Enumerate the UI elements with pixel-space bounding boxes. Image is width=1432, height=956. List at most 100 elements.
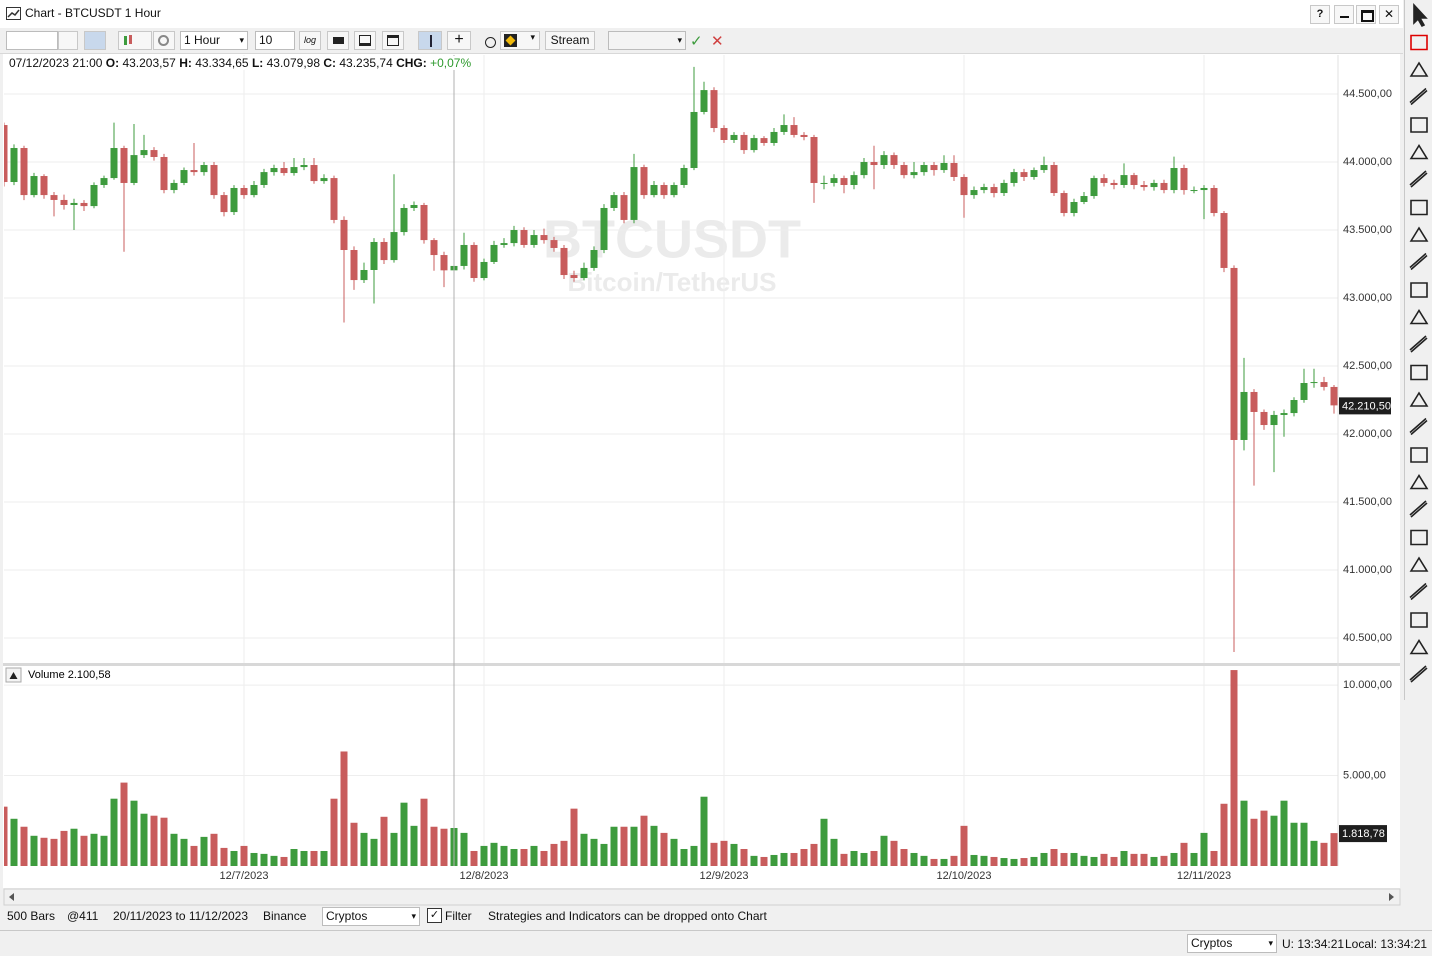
- tool-button[interactable]: [1409, 391, 1429, 407]
- filter-checkbox[interactable]: ✓: [427, 908, 442, 923]
- volume-bar: [930, 858, 938, 866]
- minimize-button[interactable]: [1334, 5, 1354, 24]
- category-select[interactable]: Cryptos ▾: [322, 907, 420, 926]
- log-button[interactable]: log: [299, 31, 321, 50]
- candle-body: [790, 125, 798, 135]
- tool-button[interactable]: [1410, 612, 1428, 628]
- candle-body: [980, 187, 988, 191]
- info-high: 43.334,65: [195, 56, 249, 70]
- crosshair-button[interactable]: +: [447, 31, 471, 50]
- close-button[interactable]: ✕: [1379, 5, 1399, 24]
- scroll-left[interactable]: [9, 893, 14, 901]
- tool-icon: [1410, 364, 1428, 381]
- candle-body: [760, 138, 768, 143]
- accept-button[interactable]: ✓: [690, 33, 703, 50]
- reject-button[interactable]: ✕: [711, 33, 724, 50]
- candle-body: [780, 125, 788, 132]
- volume-bar: [950, 855, 958, 866]
- candle-body: [1300, 383, 1308, 401]
- volume-bar: [1210, 850, 1218, 866]
- stream-button[interactable]: Stream: [545, 31, 595, 50]
- settings-button[interactable]: [153, 31, 175, 50]
- candle-body: [1140, 185, 1148, 188]
- volume-bar: [270, 855, 278, 866]
- tool-button[interactable]: [1409, 665, 1428, 683]
- calendar-button[interactable]: [382, 31, 404, 50]
- tool-button[interactable]: [1409, 556, 1429, 572]
- volume-bar: [970, 854, 978, 866]
- volume-bar: [1280, 800, 1288, 866]
- status-bar: 500 Bars @411 20/11/2023 to 11/12/2023 B…: [0, 906, 1403, 928]
- candle-body: [1280, 413, 1288, 415]
- tool-button[interactable]: [1409, 582, 1428, 601]
- volume-bar: [670, 838, 678, 866]
- bar-count-spinner[interactable]: 10: [255, 31, 295, 50]
- tool-icon: [1413, 2, 1428, 28]
- tool-button[interactable]: [1410, 364, 1428, 381]
- tool-button[interactable]: [1409, 170, 1428, 188]
- tool-button[interactable]: [1409, 500, 1428, 518]
- tool-button[interactable]: [1410, 199, 1428, 216]
- tool-button[interactable]: [1409, 87, 1428, 106]
- candle-body: [990, 187, 998, 194]
- tool-icon: [1410, 34, 1428, 51]
- lightning-button[interactable]: [58, 31, 78, 50]
- tool-button[interactable]: [1409, 252, 1428, 271]
- volume-bar: [60, 830, 68, 866]
- volume-bar: [880, 835, 888, 866]
- volume-bar: [480, 845, 488, 866]
- panel-button[interactable]: [354, 31, 376, 50]
- volume-bar: [390, 832, 398, 866]
- tool-button[interactable]: [1409, 335, 1428, 353]
- candle-body: [820, 182, 828, 184]
- tool-icon: [1409, 170, 1428, 188]
- tool-button[interactable]: [1409, 226, 1429, 242]
- tool-button[interactable]: [1409, 308, 1429, 325]
- candle-body: [950, 162, 958, 177]
- tool-button[interactable]: [1409, 143, 1429, 160]
- volume-bar: [1220, 803, 1228, 866]
- exchange-select[interactable]: ▾: [500, 31, 540, 50]
- candle-body: [1000, 182, 1008, 194]
- tool-button[interactable]: [1410, 117, 1428, 133]
- volume-bar: [1200, 832, 1208, 866]
- volume-bar: [1300, 822, 1308, 866]
- symbol-input[interactable]: [6, 31, 58, 50]
- collapse-arrow: [9, 672, 18, 679]
- volume-bar: [980, 855, 988, 866]
- volume-bar: [470, 850, 478, 866]
- radio[interactable]: [485, 37, 496, 48]
- footer-category-select[interactable]: Cryptos ▾: [1187, 934, 1277, 953]
- candle-body: [1170, 168, 1178, 191]
- tool-button[interactable]: [1410, 34, 1428, 51]
- cursor-button[interactable]: [418, 31, 442, 50]
- volume-bar: [840, 853, 848, 866]
- tool-button[interactable]: [1409, 61, 1429, 77]
- scrollbar[interactable]: [3, 888, 1401, 906]
- tool-button[interactable]: [1409, 638, 1429, 655]
- scroll-right[interactable]: [1389, 893, 1394, 901]
- candle-body: [1070, 202, 1078, 214]
- camera-button[interactable]: [327, 31, 349, 50]
- tool-button[interactable]: [1410, 447, 1428, 463]
- link-button[interactable]: [84, 31, 106, 50]
- maximize-button[interactable]: [1356, 5, 1376, 24]
- candle-body: [910, 172, 918, 176]
- tool-button[interactable]: [1413, 2, 1428, 28]
- candle-body: [1020, 172, 1028, 177]
- chart-style-button[interactable]: [118, 31, 152, 50]
- preset-select[interactable]: ▾: [608, 31, 686, 50]
- tool-icon: [1409, 61, 1429, 77]
- volume-bar: [1230, 670, 1238, 866]
- volume-bar: [1150, 856, 1158, 866]
- candle-body: [320, 178, 328, 182]
- help-button[interactable]: ?: [1310, 5, 1330, 24]
- candle-body: [110, 148, 118, 179]
- tool-button[interactable]: [1409, 417, 1428, 436]
- interval-select[interactable]: 1 Hour ▾: [180, 31, 248, 50]
- candle-body: [680, 168, 688, 186]
- tool-button[interactable]: [1409, 473, 1429, 490]
- tool-button[interactable]: [1410, 529, 1428, 546]
- candle-body: [300, 165, 308, 168]
- tool-button[interactable]: [1410, 282, 1428, 298]
